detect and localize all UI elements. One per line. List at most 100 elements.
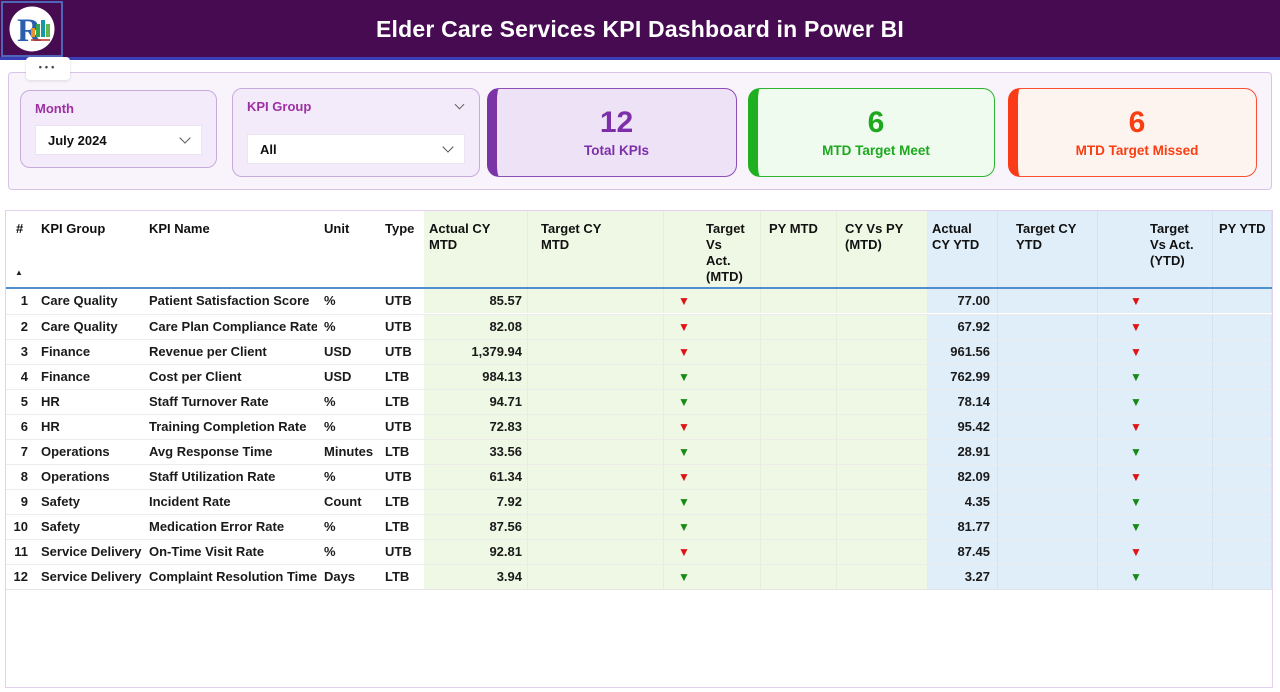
column-header-cy_vs_py_mtd[interactable]: CY Vs PY (MTD) — [837, 211, 928, 287]
cell-num: 11 — [14, 544, 28, 559]
column-header-num[interactable]: # ▲ — [6, 211, 34, 287]
table-row: 7 Operations Avg Response Time Minutes LTB 33… — [6, 439, 1272, 464]
column-header-actual_ytd[interactable]: Actual CY YTD — [928, 211, 998, 287]
ellipsis-icon: ••• — [38, 62, 58, 72]
table-row: 8 Operations Staff Utilization Rate% UTB 61.… — [6, 464, 1272, 489]
mtd-target-missed-label: MTD Target Missed — [1075, 143, 1199, 158]
cell-target_ytd — [998, 440, 1098, 464]
cell-name: Revenue per Client — [149, 344, 267, 359]
cell-actual_ytd: 95.42 — [928, 415, 998, 439]
cell-tva_mtd: ▼ — [664, 465, 761, 489]
cell-group: Operations — [41, 469, 110, 484]
cell-actual_mtd: 7.92 — [424, 490, 528, 514]
column-header-type[interactable]: Type — [385, 221, 415, 236]
cell-cy_vs_py_mtd — [837, 390, 928, 414]
cell-py_ytd — [1213, 440, 1272, 464]
cell-actual_mtd: 33.56 — [424, 440, 528, 464]
column-header-py_ytd[interactable]: PY YTD — [1213, 211, 1272, 287]
cell-unit: % — [324, 544, 336, 559]
cell-name: Cost per Client — [149, 369, 242, 384]
cell-unit: % — [324, 419, 336, 434]
cell-tva_mtd: ▼ — [664, 415, 761, 439]
month-dropdown[interactable]: July 2024 — [35, 125, 202, 155]
column-header-target_ytd[interactable]: Target CY YTD — [998, 211, 1098, 287]
column-header-unit[interactable]: Unit — [324, 221, 350, 236]
cell-cy_vs_py_mtd — [837, 365, 928, 389]
cell-py_ytd — [1213, 289, 1272, 313]
cell-target_ytd — [998, 390, 1098, 414]
cell-actual_mtd: 1,379.94 — [424, 340, 528, 364]
cell-py_mtd — [761, 490, 837, 514]
cell-target_ytd — [998, 465, 1098, 489]
column-header-name[interactable]: KPI Name — [149, 221, 210, 236]
cell-actual_mtd: 3.94 — [424, 565, 528, 589]
cell-actual_mtd: 92.81 — [424, 540, 528, 564]
cell-num: 12 — [13, 569, 28, 584]
month-dropdown-value: July 2024 — [48, 132, 107, 148]
cell-unit: % — [324, 293, 336, 308]
cell-name: Patient Satisfaction Score — [149, 293, 310, 308]
cell-num: 3 — [20, 344, 28, 359]
cell-group: Safety — [41, 494, 81, 509]
column-header-group[interactable]: KPI Group — [41, 221, 106, 236]
cell-unit: USD — [324, 344, 352, 359]
cell-type: UTB — [385, 344, 412, 359]
cell-unit: % — [324, 469, 336, 484]
cell-actual_ytd: 961.56 — [928, 340, 998, 364]
cell-unit: USD — [324, 369, 352, 384]
cell-actual_ytd: 3.27 — [928, 565, 998, 589]
cell-cy_vs_py_mtd — [837, 340, 928, 364]
cell-type: UTB — [385, 544, 412, 559]
down-arrow-green-icon: ▼ — [1130, 520, 1142, 534]
cell-type: UTB — [385, 319, 412, 334]
cell-cy_vs_py_mtd — [837, 440, 928, 464]
cell-actual_ytd: 78.14 — [928, 390, 998, 414]
cell-tva_mtd: ▼ — [664, 289, 761, 313]
cell-type: UTB — [385, 469, 412, 484]
cell-actual_ytd: 762.99 — [928, 365, 998, 389]
cell-py_ytd — [1213, 565, 1272, 589]
table-row: 3 Finance Revenue per Client USD UTB 1,379.94… — [6, 339, 1272, 364]
cell-name: Avg Response Time — [149, 444, 273, 459]
down-arrow-green-icon: ▼ — [678, 370, 690, 384]
cell-unit: % — [324, 394, 336, 409]
cell-tva_mtd: ▼ — [664, 440, 761, 464]
kpi-group-dropdown[interactable]: All — [247, 134, 465, 164]
cell-tva_ytd: ▼ — [1098, 440, 1213, 464]
table-row: 4 Finance Cost per Client USD LTB 984.13 ▼ 762.… — [6, 364, 1272, 389]
mtd-target-meet-card: 6 MTD Target Meet — [748, 88, 995, 177]
cell-tva_ytd: ▼ — [1098, 490, 1213, 514]
down-arrow-red-icon: ▼ — [1130, 470, 1142, 484]
cell-tva_mtd: ▼ — [664, 540, 761, 564]
column-header-target_mtd[interactable]: Target CY MTD — [528, 211, 664, 287]
cell-target_mtd — [528, 490, 664, 514]
cell-tva_mtd: ▼ — [664, 390, 761, 414]
chevron-down-icon[interactable] — [454, 99, 465, 110]
cell-tva_ytd: ▼ — [1098, 289, 1213, 313]
table-row: 11 Service Delivery On-Time Visit Rate% UTB… — [6, 539, 1272, 564]
cell-cy_vs_py_mtd — [837, 490, 928, 514]
cell-actual_mtd: 61.34 — [424, 465, 528, 489]
down-arrow-green-icon: ▼ — [1130, 495, 1142, 509]
down-arrow-red-icon: ▼ — [1130, 345, 1142, 359]
column-header-tva_mtd[interactable]: Target Vs Act. (MTD) — [664, 211, 761, 287]
cell-py_ytd — [1213, 390, 1272, 414]
column-header-py_mtd[interactable]: PY MTD — [761, 211, 837, 287]
cell-target_mtd — [528, 289, 664, 313]
cell-num: 10 — [13, 519, 28, 534]
cell-type: LTB — [385, 519, 410, 534]
table-row: 5 HR Staff Turnover Rate% LTB 94.71 ▼ 78.14 ▼ — [6, 389, 1272, 414]
cell-tva_mtd: ▼ — [664, 565, 761, 589]
mtd-target-missed-value: 6 — [1128, 106, 1146, 139]
cell-actual_ytd: 67.92 — [928, 315, 998, 339]
down-arrow-green-icon: ▼ — [1130, 570, 1142, 584]
cell-tva_ytd: ▼ — [1098, 390, 1213, 414]
month-slicer-label: Month — [35, 101, 74, 116]
cell-name: On-Time Visit Rate — [149, 544, 265, 559]
cell-type: LTB — [385, 569, 410, 584]
column-header-actual_mtd[interactable]: Actual CY MTD — [424, 211, 528, 287]
more-options-button[interactable]: ••• — [26, 57, 70, 80]
column-header-tva_ytd[interactable]: Target Vs Act. (YTD) — [1098, 211, 1213, 287]
cell-actual_ytd: 77.00 — [928, 289, 998, 313]
cell-actual_ytd: 87.45 — [928, 540, 998, 564]
